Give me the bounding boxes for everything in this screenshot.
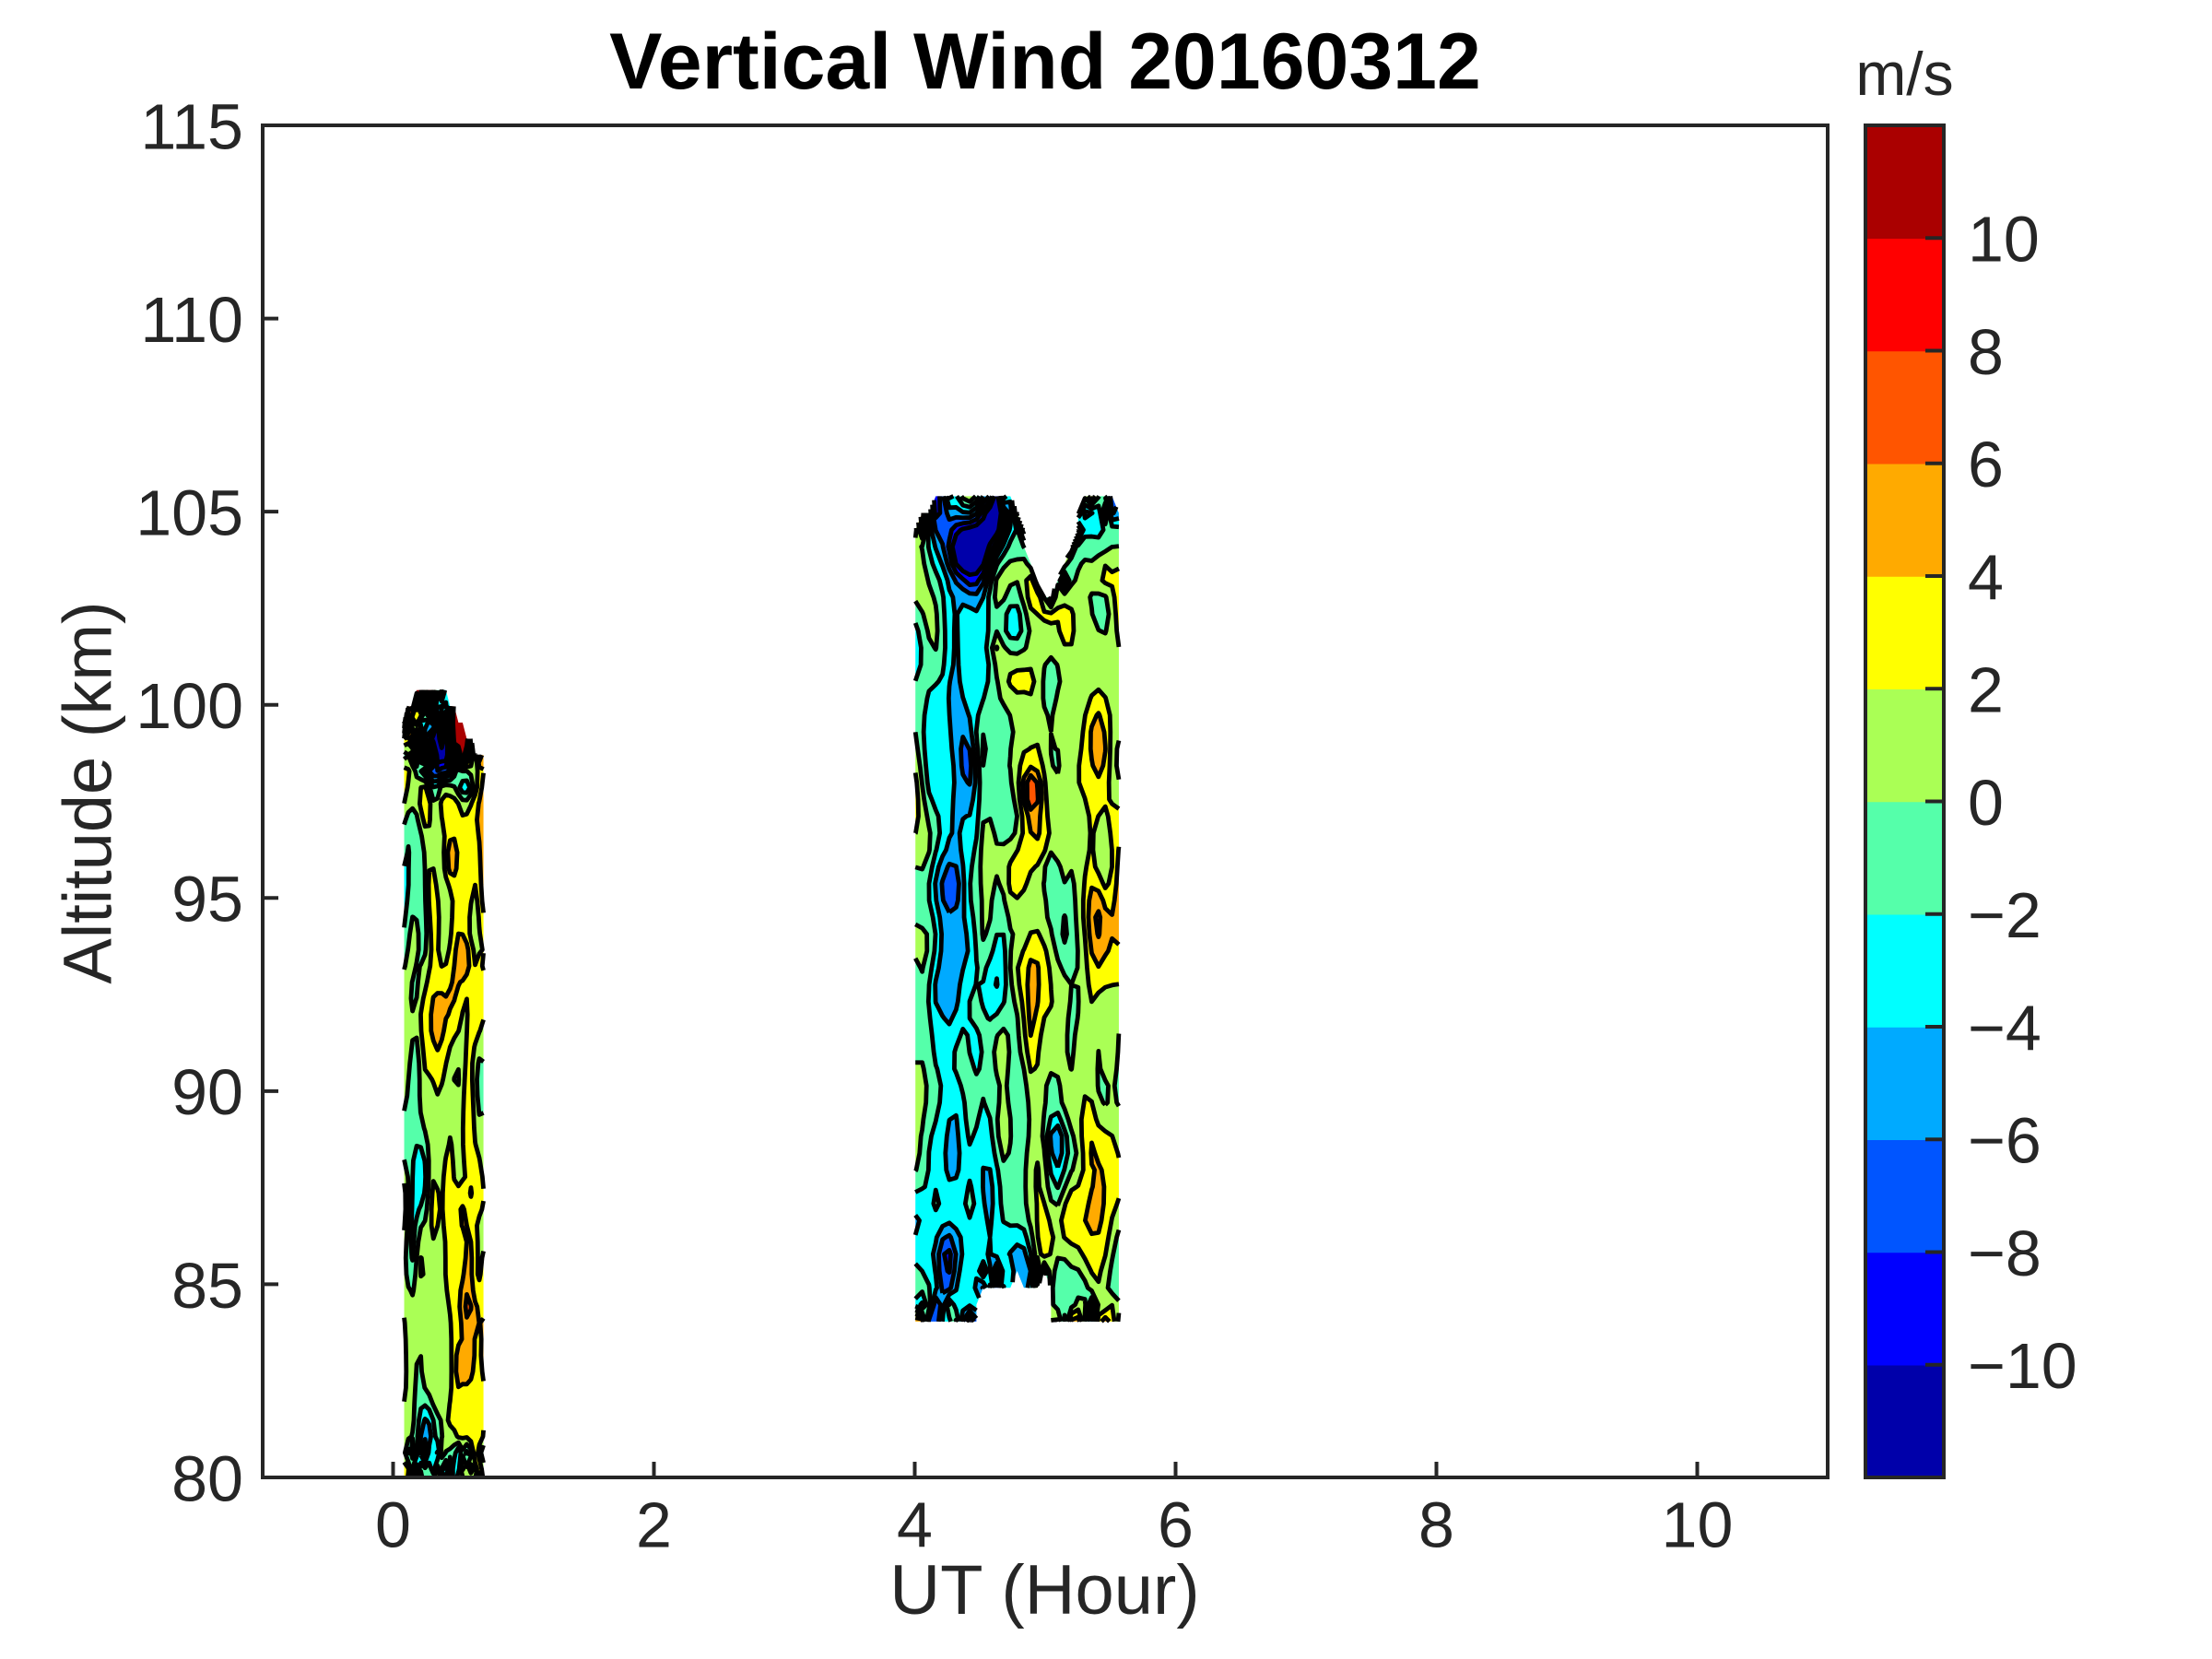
- svg-text:8: 8: [1418, 1489, 1454, 1561]
- svg-text:6: 6: [1968, 429, 2004, 500]
- svg-text:6: 6: [1158, 1489, 1194, 1561]
- svg-text:10: 10: [1968, 204, 2040, 276]
- svg-text:0: 0: [1968, 767, 2004, 839]
- svg-text:4: 4: [1968, 541, 2004, 613]
- svg-text:−2: −2: [1968, 879, 2041, 951]
- svg-text:−6: −6: [1968, 1105, 2041, 1177]
- svg-text:m/s: m/s: [1855, 40, 1953, 108]
- svg-text:80: 80: [171, 1442, 243, 1514]
- svg-text:105: 105: [135, 477, 243, 549]
- svg-text:110: 110: [140, 284, 243, 356]
- svg-text:Vertical Wind 20160312: Vertical Wind 20160312: [609, 18, 1481, 106]
- svg-text:−4: −4: [1968, 992, 2041, 1064]
- svg-text:85: 85: [171, 1250, 243, 1322]
- svg-text:8: 8: [1968, 316, 2004, 388]
- svg-text:10: 10: [1662, 1489, 1734, 1561]
- svg-text:90: 90: [171, 1056, 243, 1128]
- svg-text:2: 2: [636, 1489, 672, 1561]
- svg-text:Altitude (km): Altitude (km): [50, 601, 126, 983]
- svg-text:2: 2: [1968, 654, 2004, 726]
- svg-text:−8: −8: [1968, 1218, 2041, 1289]
- svg-text:−10: −10: [1968, 1330, 2077, 1402]
- svg-text:UT (Hour): UT (Hour): [889, 1551, 1199, 1630]
- svg-text:115: 115: [140, 90, 243, 162]
- svg-text:0: 0: [375, 1489, 411, 1561]
- svg-text:95: 95: [171, 864, 243, 935]
- svg-text:100: 100: [135, 670, 243, 742]
- svg-text:4: 4: [897, 1489, 933, 1561]
